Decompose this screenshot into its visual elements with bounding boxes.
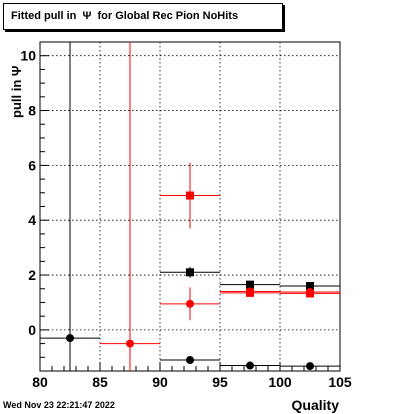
data-point-circle	[126, 339, 134, 348]
title-box: Fitted pull in Ψ for Global Rec Pion NoH…	[3, 3, 283, 30]
data-point-square	[306, 289, 314, 298]
timestamp: Wed Nov 23 22:21:47 2022	[3, 400, 115, 410]
tick-layer: 80 85 90 95 100 105 0 2 4 6 8 10	[20, 41, 352, 390]
chart-title: Fitted pull in Ψ for Global Rec Pion NoH…	[11, 10, 239, 22]
data-point-circle	[186, 356, 194, 365]
y-tick-label: 2	[28, 267, 36, 283]
y-tick-label: 6	[28, 157, 36, 173]
y-tick-label: 0	[28, 322, 36, 338]
x-tick-label: 90	[152, 374, 168, 390]
x-tick-label: 80	[32, 374, 48, 390]
data-point-square	[186, 191, 194, 200]
data-point-circle	[246, 361, 254, 370]
x-tick-label: 95	[212, 374, 228, 390]
x-tick-label: 85	[92, 374, 108, 390]
x-tick-label: 105	[328, 374, 352, 390]
data-point-circle	[306, 362, 314, 371]
data-point-square	[306, 282, 314, 291]
x-tick-label: 100	[268, 374, 292, 390]
x-axis-label: Quality	[292, 397, 340, 413]
grid-layer	[40, 42, 340, 371]
data-point-square	[246, 280, 254, 289]
data-point-circle	[66, 334, 74, 343]
data-point-square	[186, 268, 194, 277]
data-point-circle	[186, 299, 194, 308]
y-tick-label: 4	[28, 212, 36, 228]
y-tick-label: 8	[28, 103, 36, 119]
data-point-square	[246, 288, 254, 297]
y-tick-label: 10	[20, 48, 36, 64]
data-layer	[40, 42, 340, 371]
y-axis-label: pull in Ψ	[9, 66, 24, 118]
